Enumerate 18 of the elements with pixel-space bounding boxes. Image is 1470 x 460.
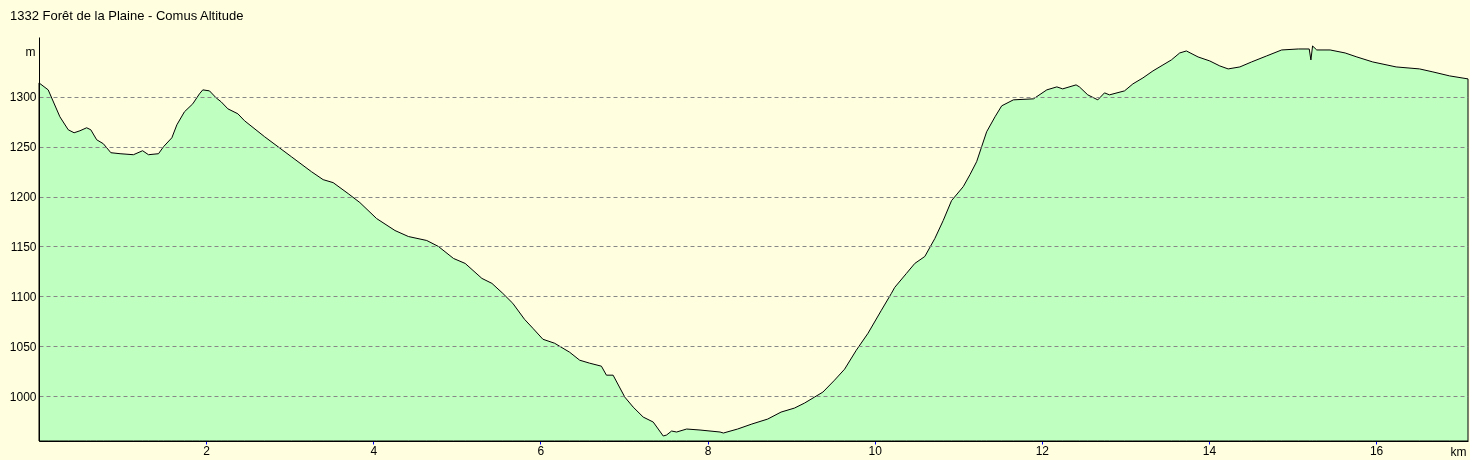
x-tick-label: 10 <box>868 443 883 458</box>
y-tick-label: 1100 <box>10 289 37 304</box>
y-tick-label: 1250 <box>9 140 37 155</box>
x-tick-label: 2 <box>203 443 211 458</box>
chart-title: 1332 Forêt de la Plaine - Comus Altitude <box>10 8 244 23</box>
y-axis-title: m <box>25 44 36 59</box>
y-tick-label: 1050 <box>9 339 37 354</box>
x-axis-title: km <box>1450 444 1467 459</box>
y-tick-label: 1200 <box>9 190 37 205</box>
x-tick-label: 16 <box>1369 443 1384 458</box>
x-tick-label: 4 <box>370 443 378 458</box>
y-tick-label: 1150 <box>10 239 37 254</box>
y-tick-label: 1300 <box>9 90 37 105</box>
x-tick-label: 12 <box>1035 443 1050 458</box>
x-tick-label: 14 <box>1202 443 1217 458</box>
y-tick-label: 1000 <box>9 389 37 404</box>
x-tick-label: 6 <box>537 443 545 458</box>
x-tick-label: 8 <box>704 443 712 458</box>
